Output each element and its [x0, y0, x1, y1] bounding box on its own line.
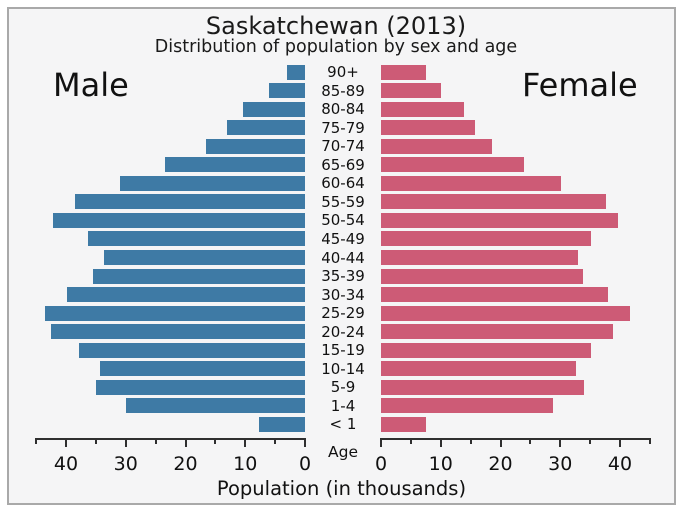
- chart-title: Saskatchewan (2013): [205, 12, 467, 40]
- male-bar-75-79: [226, 120, 305, 136]
- age-group-label: 90+: [327, 63, 359, 81]
- male-bar-80-84: [243, 101, 305, 117]
- age-group-label: < 1: [329, 415, 357, 434]
- female-axis-tick-label-20: 20: [488, 453, 513, 475]
- male-bar-5-9: [95, 379, 305, 395]
- male-axis-tick-10: [244, 438, 247, 447]
- age-group-label: 10-14: [321, 359, 365, 378]
- female-axis-tick-35: [589, 438, 592, 444]
- male-axis-tick-30: [124, 438, 127, 447]
- female-axis-tick-label-40: 40: [607, 453, 633, 475]
- female-series-label: Female: [522, 66, 638, 104]
- male-axis-tick-20: [184, 438, 187, 447]
- male-axis-tick-label-40: 40: [53, 453, 79, 475]
- male-bar-25-29: [45, 305, 305, 321]
- female-bar-15-19: [381, 342, 592, 358]
- male-bar-45-49: [88, 231, 305, 247]
- male-bar-65-69: [165, 157, 305, 173]
- chart-subtitle: Distribution of population by sex and ag…: [154, 37, 518, 57]
- male-bar-< 1: [258, 416, 305, 432]
- female-axis-tick-label-0: 0: [374, 453, 388, 475]
- age-group-label: 70-74: [321, 137, 365, 156]
- female-axis-tick-45: [648, 438, 651, 444]
- male-bar-50-54: [52, 212, 305, 228]
- male-axis-tick-35: [94, 438, 97, 444]
- female-bar-40-44: [381, 250, 578, 265]
- age-group-label: 65-69: [321, 155, 365, 174]
- female-axis-tick-0: [380, 438, 382, 447]
- male-bar-60-64: [119, 175, 305, 191]
- male-bar-55-59: [74, 194, 305, 210]
- age-group-label: 1-4: [330, 396, 356, 415]
- female-axis-tick-5: [409, 438, 412, 444]
- male-axis-tick-25: [154, 438, 157, 444]
- male-axis-tick-45: [35, 438, 38, 444]
- male-bar-10-14: [100, 361, 305, 377]
- male-x-axis-line: [36, 438, 305, 440]
- female-axis-tick-label-10: 10: [428, 453, 453, 475]
- age-group-label: 20-24: [321, 322, 365, 341]
- female-x-axis-line: [381, 438, 650, 440]
- male-axis-tick-5: [274, 438, 277, 444]
- age-group-label: 15-19: [321, 341, 365, 360]
- female-bar-65-69: [381, 157, 524, 173]
- female-axis-tick-label-30: 30: [548, 453, 573, 475]
- male-axis-tick-15: [214, 438, 217, 444]
- female-bar-80-84: [381, 101, 465, 117]
- female-bar-75-79: [381, 120, 476, 136]
- age-group-label: 25-29: [321, 304, 365, 323]
- male-bar-35-39: [92, 268, 305, 284]
- age-group-label: 85-89: [321, 81, 365, 100]
- male-bar-30-34: [67, 287, 305, 303]
- female-bar-1-4: [381, 398, 554, 414]
- male-bar-40-44: [104, 250, 305, 265]
- male-axis-tick-40: [65, 438, 67, 447]
- male-bar-15-19: [79, 342, 305, 358]
- age-group-label: 35-39: [321, 267, 365, 286]
- female-bar-10-14: [381, 361, 577, 377]
- male-axis-tick-label-10: 10: [233, 453, 258, 475]
- x-axis-label: Population (in thousands): [216, 477, 467, 500]
- female-bar-35-39: [381, 268, 583, 284]
- female-bar-25-29: [381, 305, 631, 321]
- age-group-label: 30-34: [321, 285, 365, 304]
- female-bar-90+: [381, 64, 427, 80]
- age-group-label: 60-64: [321, 174, 365, 193]
- female-bar-60-64: [381, 175, 562, 191]
- age-group-label: 55-59: [321, 192, 365, 211]
- age-group-label: 50-54: [321, 211, 365, 230]
- male-axis-tick-label-0: 0: [298, 453, 312, 475]
- female-bar-< 1: [381, 416, 426, 432]
- female-bar-50-54: [381, 212, 618, 228]
- male-bar-90+: [287, 64, 305, 80]
- female-bar-5-9: [381, 379, 585, 395]
- age-group-label: 45-49: [321, 229, 365, 248]
- male-bar-70-74: [205, 138, 305, 154]
- female-axis-tick-30: [559, 438, 562, 447]
- female-bar-30-34: [381, 287, 609, 303]
- age-group-label: 80-84: [321, 100, 365, 119]
- male-bar-20-24: [51, 324, 305, 340]
- male-series-label: Male: [53, 66, 129, 104]
- male-bar-85-89: [268, 83, 305, 99]
- female-bar-20-24: [381, 324, 614, 340]
- female-bar-55-59: [381, 194, 606, 210]
- male-axis-tick-label-30: 30: [113, 453, 138, 475]
- female-bar-45-49: [381, 231, 591, 247]
- male-bar-1-4: [125, 398, 305, 414]
- female-axis-tick-20: [499, 438, 502, 447]
- female-axis-tick-10: [439, 438, 442, 447]
- female-axis-tick-40: [619, 438, 621, 447]
- male-axis-tick-0: [304, 438, 306, 447]
- male-axis-tick-label-20: 20: [173, 453, 198, 475]
- female-axis-tick-25: [529, 438, 532, 444]
- female-bar-85-89: [381, 83, 442, 99]
- female-axis-tick-15: [469, 438, 472, 444]
- female-bar-70-74: [381, 138, 492, 154]
- age-group-label: 5-9: [330, 378, 356, 397]
- age-group-label: 40-44: [321, 248, 365, 267]
- age-axis-label: Age: [328, 443, 358, 461]
- age-group-label: 75-79: [321, 118, 365, 137]
